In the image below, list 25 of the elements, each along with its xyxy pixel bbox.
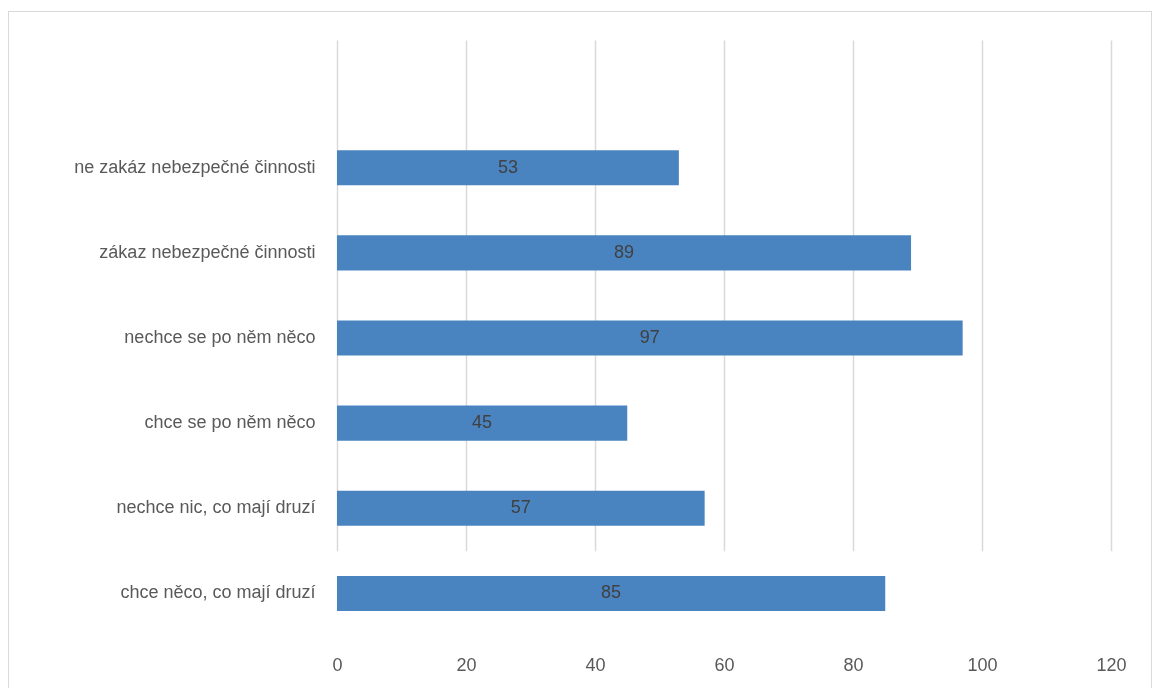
bar	[337, 150, 679, 186]
bar	[337, 490, 705, 526]
data-label: 57	[510, 497, 531, 518]
x-tick-label: 40	[585, 654, 606, 675]
bar	[337, 575, 886, 611]
data-label: 97	[639, 327, 660, 347]
x-tick-label: 120	[1096, 654, 1127, 675]
x-tick-label: 80	[843, 654, 864, 675]
y-tick-label: nechce nic, co mají druzí	[116, 497, 316, 518]
y-tick-label: nechce se po něm něco	[124, 327, 316, 347]
y-tick-label: chce se po něm něco	[144, 412, 316, 433]
data-label: 53	[497, 156, 518, 177]
x-tick-label: 0	[332, 654, 343, 675]
y-tick-label: chce něco, co mají druzí	[120, 582, 316, 603]
x-tick-label: 100	[967, 654, 998, 675]
bar	[337, 405, 628, 441]
bar	[337, 235, 912, 271]
bar	[337, 320, 963, 356]
data-label: 89	[614, 241, 635, 262]
y-tick-label: zákaz nebezpečné činnosti	[99, 241, 316, 262]
data-label: 85	[601, 582, 622, 603]
x-tick-label: 60	[714, 654, 735, 675]
data-label: 45	[472, 412, 493, 433]
x-tick-label: 20	[456, 654, 477, 675]
y-tick-label: ne zakáz nebezpečné činnosti	[74, 156, 316, 177]
